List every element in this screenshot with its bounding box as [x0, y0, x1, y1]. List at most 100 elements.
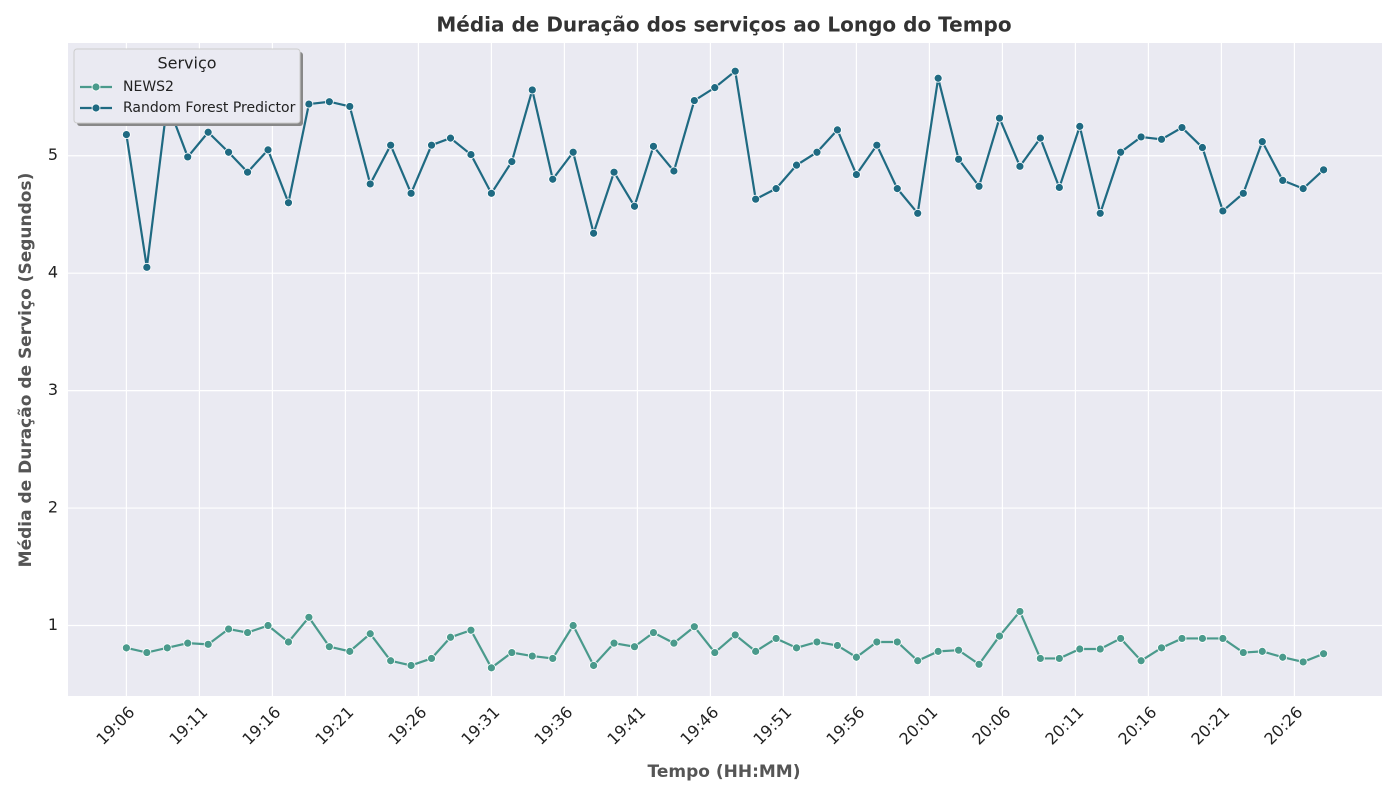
data-point — [1278, 652, 1288, 662]
x-tick-label: 20:06 — [968, 703, 1014, 749]
data-point — [630, 642, 639, 652]
data-point — [142, 648, 152, 657]
data-point — [669, 166, 679, 176]
data-point — [609, 638, 619, 648]
data-point — [386, 656, 396, 666]
data-point — [1116, 634, 1126, 643]
data-point — [446, 133, 455, 143]
data-point — [203, 639, 213, 649]
data-point — [589, 228, 598, 238]
data-point — [345, 102, 355, 111]
data-point — [872, 637, 882, 647]
data-point — [1015, 161, 1025, 171]
data-point — [507, 157, 517, 167]
data-point — [1075, 644, 1085, 654]
x-tick-label: 19:06 — [92, 703, 138, 749]
data-point — [466, 625, 476, 635]
data-point — [872, 140, 882, 150]
data-point — [527, 651, 537, 661]
data-point — [162, 643, 172, 653]
data-point — [568, 147, 578, 157]
legend-label: Random Forest Predictor — [123, 100, 296, 116]
data-point — [812, 147, 822, 157]
data-point — [1015, 607, 1025, 616]
y-tick-label: 1 — [48, 615, 58, 634]
data-point — [913, 208, 923, 218]
data-point — [122, 643, 131, 653]
series-line — [126, 609, 1325, 670]
data-point — [1157, 643, 1166, 653]
y-tick-label: 3 — [48, 380, 58, 399]
x-tick-label: 19:41 — [603, 703, 649, 749]
x-tick-label: 19:11 — [165, 703, 211, 749]
data-point — [1177, 634, 1187, 643]
data-point — [263, 145, 273, 155]
data-point — [1198, 143, 1207, 152]
data-point — [1218, 634, 1228, 643]
x-tick-label: 20:01 — [895, 703, 941, 749]
data-point — [1218, 206, 1228, 216]
x-tick-label: 19:31 — [457, 703, 503, 749]
data-point — [446, 632, 455, 642]
data-point — [771, 184, 781, 194]
data-point — [284, 198, 293, 208]
data-point — [852, 652, 861, 662]
data-point — [548, 654, 558, 663]
data-point — [1319, 165, 1328, 175]
data-point — [589, 661, 598, 670]
data-point — [974, 659, 984, 669]
data-point — [710, 648, 720, 657]
data-point — [1116, 147, 1126, 157]
data-point — [527, 85, 537, 95]
data-point — [1136, 656, 1146, 666]
data-point — [974, 181, 984, 191]
data-point — [243, 628, 252, 637]
data-point — [812, 637, 822, 647]
y-tick-label: 2 — [48, 498, 58, 517]
x-tick-label: 19:46 — [676, 703, 722, 749]
y-tick-label: 5 — [48, 145, 58, 164]
x-tick-label: 20:11 — [1041, 703, 1087, 749]
data-point — [203, 127, 213, 137]
data-point — [486, 188, 496, 198]
data-point — [507, 648, 517, 657]
data-point — [1298, 184, 1308, 194]
data-point — [710, 83, 720, 93]
data-point — [954, 645, 963, 655]
data-point — [284, 637, 293, 647]
data-point — [689, 96, 699, 105]
data-point — [1238, 188, 1248, 198]
data-point — [833, 641, 842, 650]
data-point — [630, 201, 639, 211]
data-point — [1075, 121, 1085, 131]
y-axis-label: Média de Duração de Serviço (Segundos) — [16, 173, 36, 568]
x-tick-label: 20:21 — [1187, 703, 1233, 749]
legend: Serviço NEWS2 Random Forest Predictor — [73, 48, 303, 126]
data-point — [1198, 634, 1207, 643]
x-tick-label: 19:51 — [749, 703, 795, 749]
data-point — [1054, 654, 1064, 663]
data-point — [689, 622, 699, 632]
x-tick-label: 20:26 — [1260, 703, 1306, 749]
legend-marker — [91, 82, 101, 92]
data-point — [304, 99, 314, 109]
data-point — [933, 73, 943, 83]
plot-area — [68, 43, 1382, 696]
data-point — [1278, 176, 1288, 185]
data-point — [345, 646, 355, 656]
data-point — [324, 642, 334, 652]
data-point — [406, 188, 416, 198]
data-point — [243, 167, 252, 177]
data-point — [427, 654, 436, 663]
data-point — [1095, 208, 1105, 218]
data-point — [669, 638, 679, 648]
data-point — [1177, 123, 1187, 132]
data-point — [142, 262, 152, 272]
data-point — [771, 634, 781, 643]
data-point — [1035, 654, 1045, 663]
data-point — [913, 656, 923, 666]
data-point — [833, 125, 842, 135]
data-point — [609, 167, 619, 177]
data-point — [995, 631, 1004, 641]
